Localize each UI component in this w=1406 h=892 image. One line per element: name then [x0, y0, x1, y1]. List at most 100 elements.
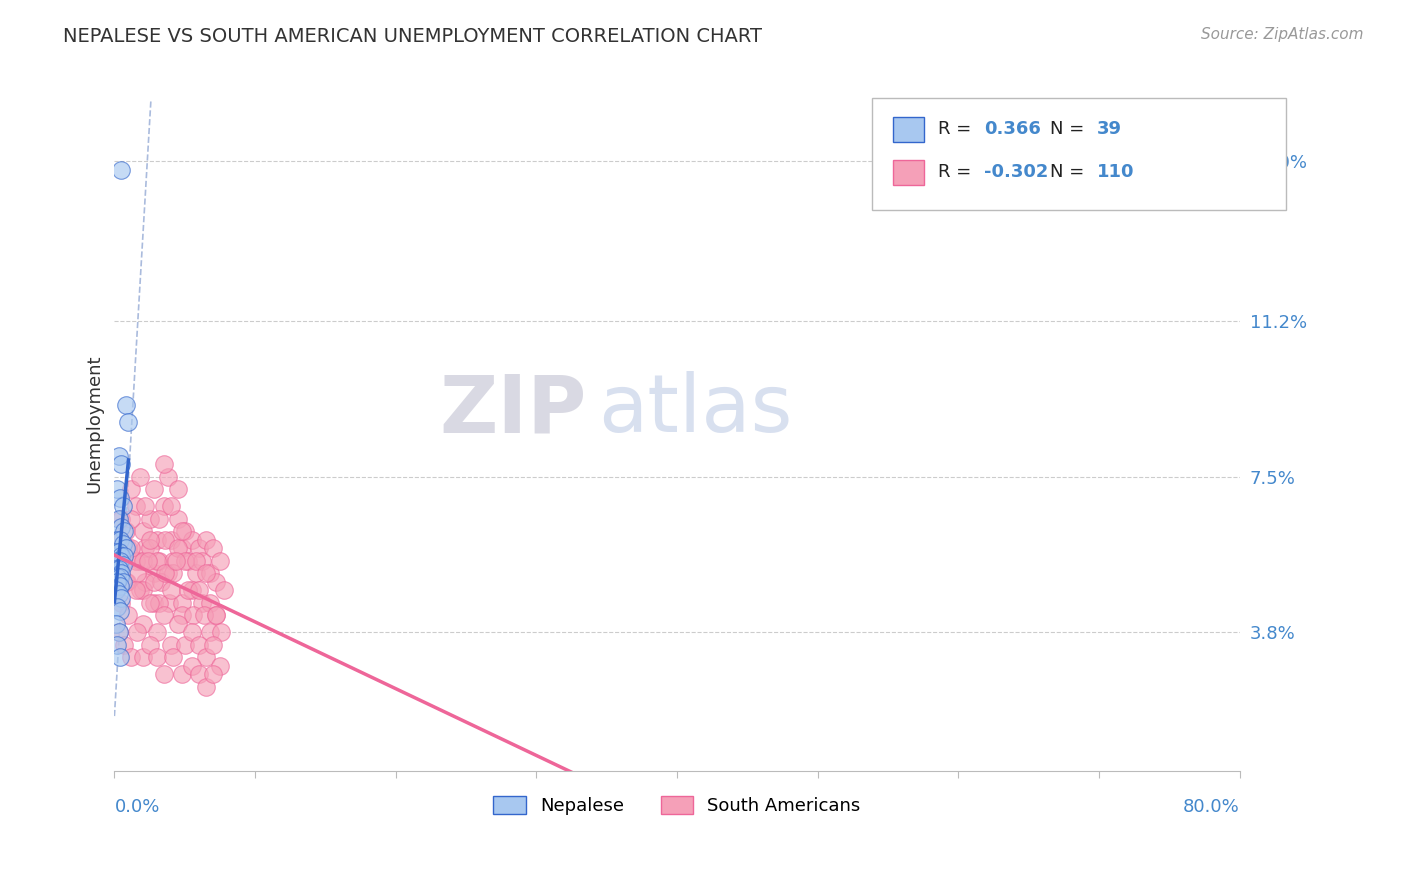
Point	[110, 162, 132, 177]
Point	[180, 625, 202, 640]
Point	[153, 566, 176, 581]
Point	[180, 582, 202, 597]
Point	[125, 625, 148, 640]
Text: R =: R =	[938, 120, 977, 138]
Point	[159, 533, 181, 547]
Point	[117, 541, 139, 555]
Point	[173, 553, 195, 567]
Point	[124, 553, 146, 567]
Point	[149, 574, 172, 589]
Point	[148, 596, 170, 610]
Point	[138, 638, 160, 652]
Point	[176, 582, 198, 597]
Point	[111, 574, 134, 589]
Point	[107, 545, 129, 559]
Point	[107, 511, 129, 525]
Legend: Nepalese, South Americans: Nepalese, South Americans	[485, 787, 870, 824]
Point	[204, 574, 226, 589]
Point	[108, 553, 131, 567]
Point	[180, 533, 202, 547]
Point	[108, 579, 131, 593]
Point	[187, 582, 209, 597]
Text: NEPALESE VS SOUTH AMERICAN UNEMPLOYMENT CORRELATION CHART: NEPALESE VS SOUTH AMERICAN UNEMPLOYMENT …	[63, 27, 762, 45]
Text: ZIP: ZIP	[440, 371, 588, 450]
Point	[108, 491, 131, 505]
Point	[142, 482, 165, 496]
Point	[162, 650, 184, 665]
Point	[152, 457, 174, 471]
Point	[152, 499, 174, 513]
Point	[114, 541, 136, 555]
Text: R =: R =	[938, 163, 977, 181]
Point	[114, 574, 136, 589]
Point	[120, 511, 142, 525]
Point	[107, 562, 129, 576]
Point	[128, 582, 150, 597]
Point	[110, 549, 132, 564]
Point	[194, 566, 217, 581]
Point	[142, 574, 165, 589]
Point	[198, 596, 221, 610]
Point	[159, 638, 181, 652]
Point	[208, 553, 231, 567]
Point	[201, 541, 224, 555]
Point	[104, 582, 127, 597]
Point	[162, 566, 184, 581]
Point	[134, 499, 156, 513]
Point	[170, 608, 193, 623]
Point	[105, 533, 128, 547]
Point	[153, 533, 176, 547]
Point	[131, 553, 153, 567]
Point	[108, 570, 131, 584]
Text: -0.302: -0.302	[984, 163, 1049, 181]
Point	[187, 667, 209, 681]
Point	[159, 582, 181, 597]
Point	[124, 582, 146, 597]
Point	[117, 608, 139, 623]
Point	[142, 566, 165, 581]
Point	[165, 553, 187, 567]
Point	[104, 616, 127, 631]
Point	[104, 545, 127, 559]
Point	[180, 658, 202, 673]
Point	[148, 511, 170, 525]
Point	[131, 524, 153, 539]
Point	[107, 533, 129, 547]
Point	[152, 667, 174, 681]
Text: atlas: atlas	[599, 371, 793, 450]
Point	[112, 524, 135, 539]
Point	[110, 457, 132, 471]
Point	[166, 616, 188, 631]
Text: 110: 110	[1097, 163, 1135, 181]
Point	[162, 553, 184, 567]
Point	[138, 541, 160, 555]
Point	[194, 680, 217, 694]
Point	[187, 541, 209, 555]
Point	[107, 625, 129, 640]
Point	[120, 541, 142, 555]
Point	[111, 537, 134, 551]
Point	[104, 562, 127, 576]
Point	[201, 667, 224, 681]
Text: 0.366: 0.366	[984, 120, 1040, 138]
Point	[131, 582, 153, 597]
Point	[152, 608, 174, 623]
Point	[184, 566, 207, 581]
Point	[145, 650, 167, 665]
Point	[194, 650, 217, 665]
Text: 80.0%: 80.0%	[1182, 798, 1240, 816]
Point	[138, 511, 160, 525]
Point	[108, 650, 131, 665]
Point	[107, 449, 129, 463]
Point	[111, 558, 134, 572]
Point	[108, 533, 131, 547]
Point	[159, 499, 181, 513]
Point	[204, 608, 226, 623]
Point	[110, 511, 132, 525]
Point	[105, 553, 128, 567]
Point	[114, 398, 136, 412]
Point	[156, 469, 179, 483]
Y-axis label: Unemployment: Unemployment	[86, 355, 103, 493]
Text: Source: ZipAtlas.com: Source: ZipAtlas.com	[1201, 27, 1364, 42]
Point	[170, 667, 193, 681]
